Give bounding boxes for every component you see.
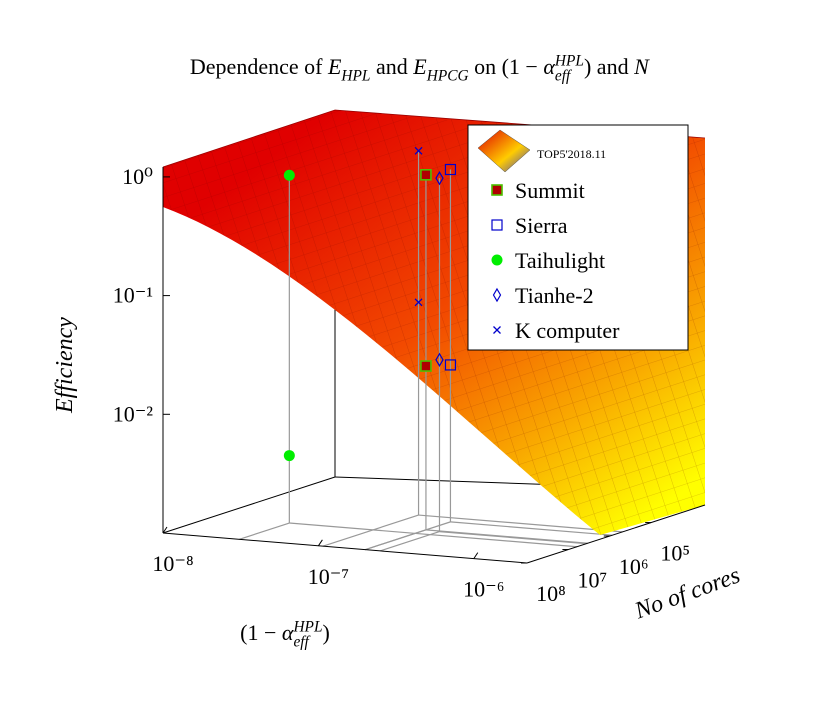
floor-line	[239, 522, 290, 540]
marker	[283, 450, 295, 462]
y-tick-label: 10⁷	[578, 568, 608, 593]
marker	[420, 360, 432, 372]
legend-icon	[477, 129, 531, 173]
floor-line	[380, 531, 440, 552]
x-tick-label: 10⁻⁸	[152, 551, 193, 576]
z-tick-label: 10⁻²	[113, 401, 154, 426]
text-part: eff	[293, 634, 311, 651]
y-axis	[526, 504, 706, 564]
x-axis	[162, 532, 528, 564]
floor-line	[439, 530, 587, 545]
floor-lines	[239, 514, 623, 552]
text-part: N	[633, 54, 650, 79]
z-tick-label: 10⁻¹	[113, 283, 153, 308]
rich-text: (1 − αeffHPL)	[240, 619, 330, 651]
floor-line	[418, 514, 623, 533]
legend-title: TOP5'2018.11	[537, 147, 606, 161]
text-part: α	[282, 620, 294, 645]
marker	[435, 170, 444, 186]
marker	[283, 169, 295, 181]
marker	[414, 146, 423, 155]
text-part: and	[370, 54, 413, 79]
text-part: eff	[555, 68, 573, 85]
floor-edge	[162, 476, 336, 534]
marker	[414, 298, 423, 307]
marker	[444, 359, 457, 371]
front-axes	[162, 167, 706, 564]
floor-line	[322, 514, 419, 547]
text-part: (1 −	[240, 620, 282, 645]
marker	[491, 219, 503, 231]
text-part: HPL	[554, 53, 584, 70]
legend-label: Summit	[515, 178, 585, 203]
marker	[491, 184, 503, 196]
marker	[493, 326, 501, 334]
legend-label: Tianhe-2	[515, 283, 594, 308]
x-tick-label: 10⁻⁶	[463, 577, 504, 602]
text-part: α	[543, 54, 555, 79]
text-part: Dependence of	[190, 54, 328, 79]
text-part: HPL	[340, 68, 370, 85]
text-part: HPCG	[426, 68, 469, 85]
legend-label: Sierra	[515, 213, 568, 238]
text-part: HPL	[292, 619, 322, 636]
text-part: )	[323, 620, 330, 645]
x-tick	[473, 552, 479, 559]
text-part: on (1 −	[469, 54, 544, 79]
y-tick-label: 10⁶	[619, 554, 649, 579]
plot: 10⁰ 10⁻¹ 10⁻² 10⁻⁸ 10⁻⁷ 10⁻⁶ 10⁸ 10⁷ 10⁶ 10⁵	[113, 146, 690, 606]
text-part: ) and	[584, 54, 634, 79]
z-axis-label: Efficiency	[52, 317, 78, 414]
marker	[444, 163, 457, 176]
text-part: E	[327, 54, 342, 79]
marker	[491, 254, 503, 266]
legend-label: K computer	[515, 318, 620, 343]
floor-line	[364, 521, 451, 551]
z-tick-label: 10⁰	[122, 164, 153, 189]
marker	[420, 169, 432, 181]
floor-line	[289, 522, 578, 548]
marker	[492, 287, 502, 303]
x-tick-label: 10⁻⁷	[308, 564, 349, 589]
marker	[435, 352, 444, 368]
text-part: E	[412, 54, 427, 79]
x-tick	[162, 526, 168, 534]
legend-label: Taihulight	[515, 248, 605, 273]
y-tick-label: 10⁸	[536, 581, 566, 606]
x-tick	[317, 539, 323, 547]
y-tick-label: 10⁵	[660, 541, 690, 566]
legend: Summit Sierra Taihulight Tianhe-2 K computer…	[477, 129, 620, 343]
floor-line	[450, 521, 613, 536]
floor-line	[425, 529, 588, 544]
rich-text: Dependence of EHPL and EHPCG on (1 − αef…	[190, 53, 650, 85]
